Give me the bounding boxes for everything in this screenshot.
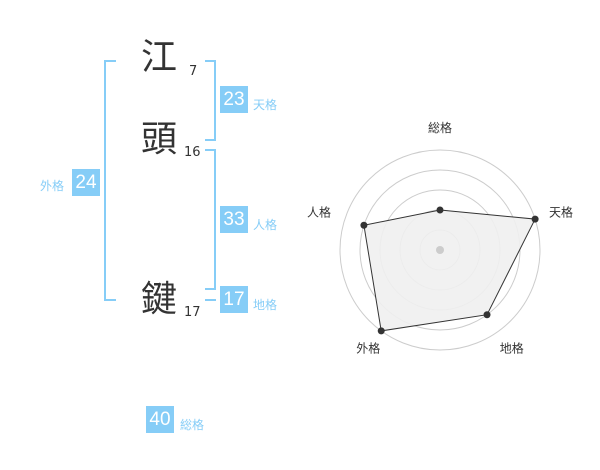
name-char-3: 鍵: [141, 279, 178, 320]
stroke-count-3: 17: [184, 305, 201, 320]
axis-label-soukaku: 総格: [428, 120, 452, 135]
radar-point: [483, 311, 491, 319]
name-char-1: 江: [141, 37, 178, 78]
radar-area: [363, 209, 536, 332]
axis-label-tenkaku: 天格: [549, 204, 573, 219]
tenkaku-value: 23: [220, 86, 248, 113]
stroke-count-2: 16: [184, 145, 201, 160]
radar-point: [377, 327, 385, 335]
radar-center: [436, 246, 444, 254]
radar-point: [531, 215, 539, 223]
soukaku-label: 総格: [180, 418, 205, 432]
jinkaku-label: 人格: [253, 218, 278, 232]
chikaku-value: 17: [220, 286, 248, 313]
radar-point: [436, 206, 444, 214]
radar-point: [360, 221, 368, 229]
chikaku-label: 地格: [253, 298, 278, 312]
soukaku-value: 40: [146, 406, 174, 433]
gaikaku-label: 外格: [40, 179, 65, 193]
axis-label-gaikaku: 外格: [356, 341, 380, 356]
axis-label-chikaku: 地格: [500, 341, 524, 356]
chikaku-connector: [205, 299, 216, 301]
gaikaku-value: 24: [72, 169, 100, 196]
jinkaku-value: 33: [220, 206, 248, 233]
name-char-2: 頭: [141, 119, 178, 160]
tenkaku-label: 天格: [253, 98, 278, 112]
axis-label-jinkaku: 人格: [307, 204, 331, 219]
radar-ring: [339, 149, 541, 351]
stroke-count-1: 7: [189, 64, 198, 79]
